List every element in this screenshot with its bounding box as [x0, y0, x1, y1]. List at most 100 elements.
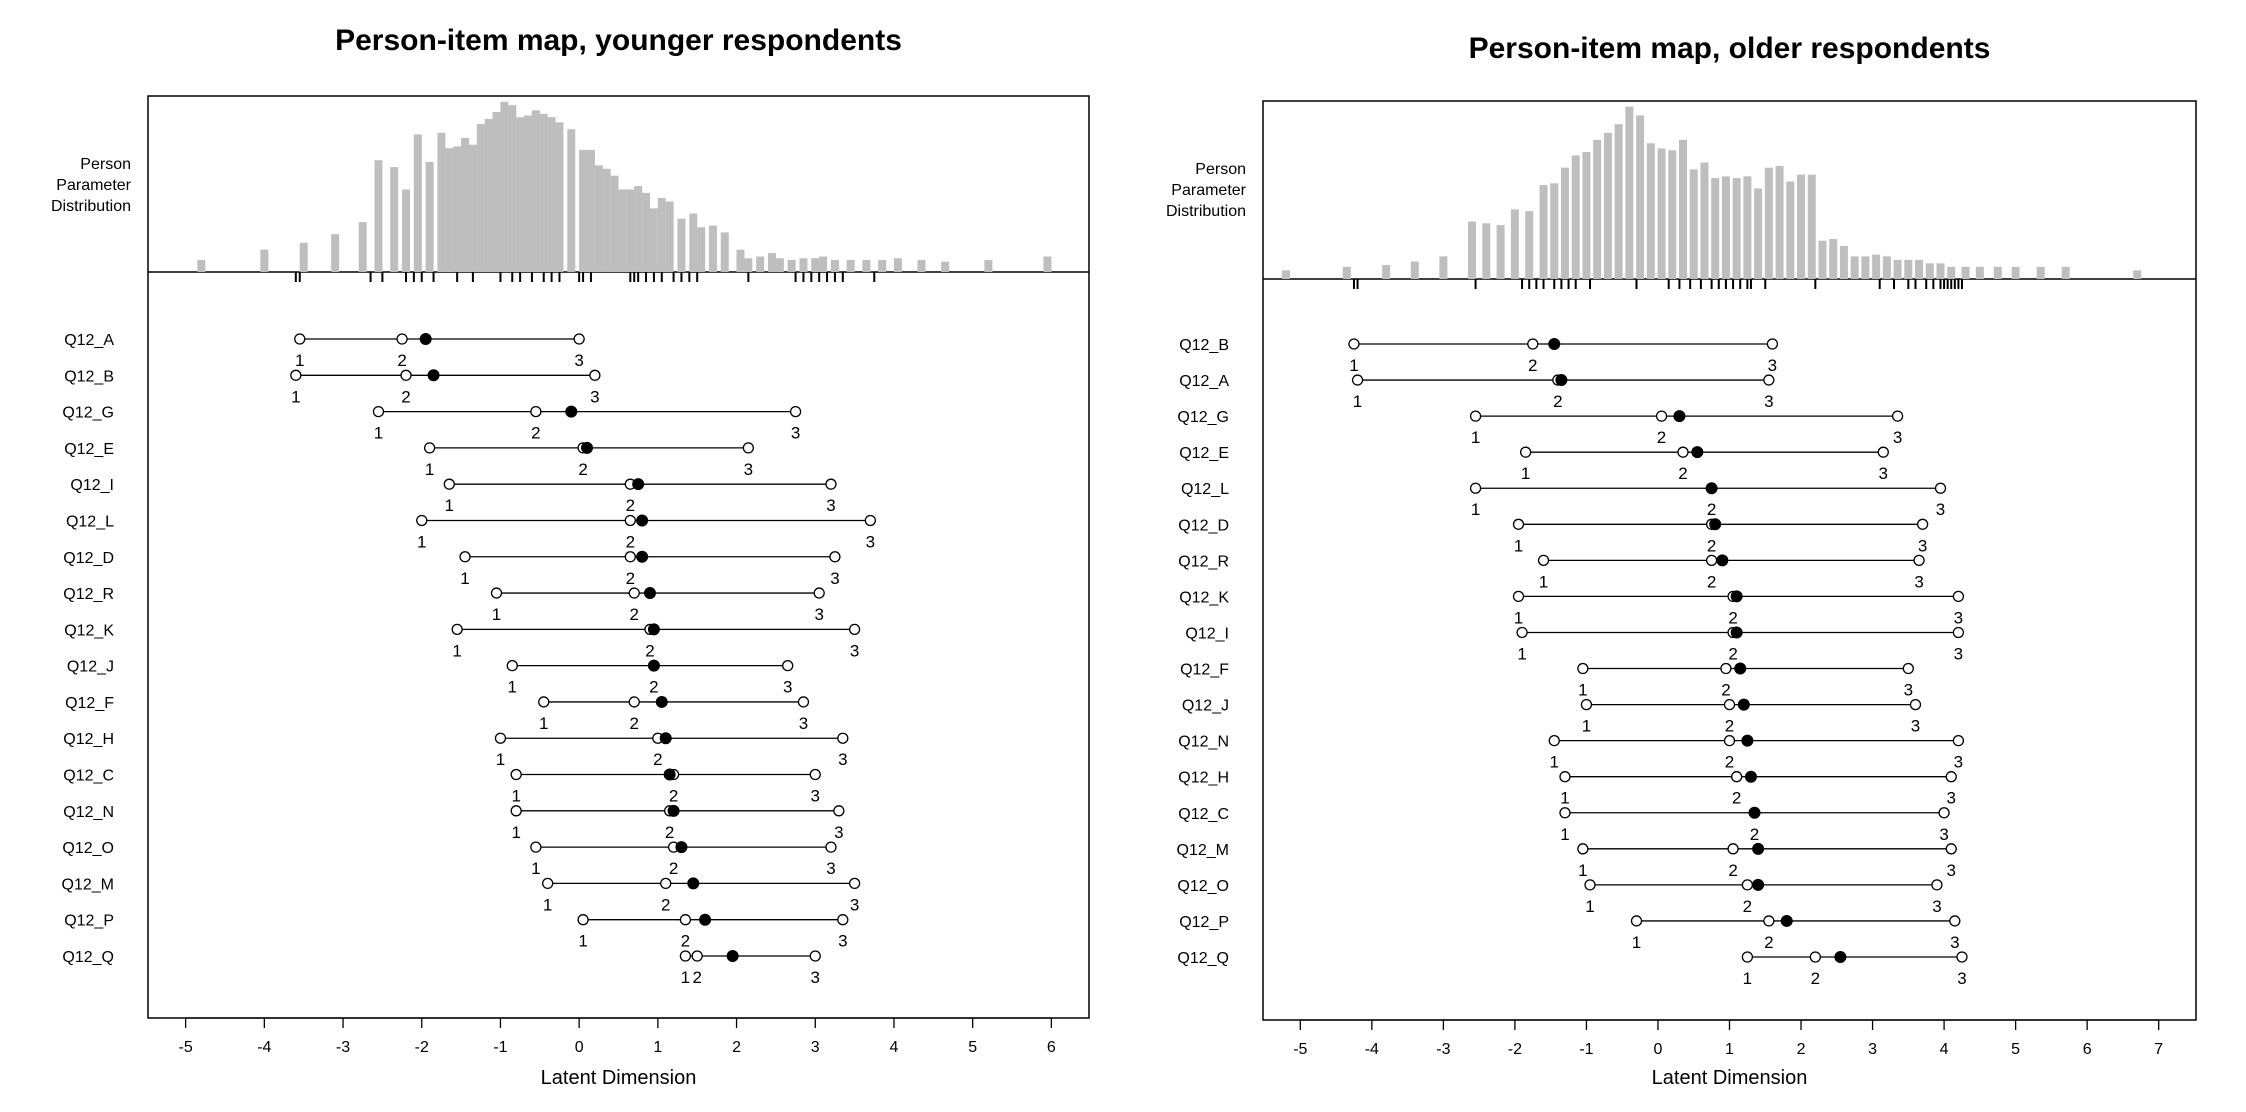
histogram-bar — [508, 105, 517, 272]
histogram-bar — [1947, 266, 1956, 279]
threshold-point — [813, 587, 825, 599]
x-tick-label: 5 — [2011, 1041, 2020, 1058]
item-location-point — [1709, 518, 1722, 531]
threshold-point — [1559, 807, 1571, 819]
dist-label-line: Parameter — [56, 177, 131, 194]
histogram-bar — [811, 258, 820, 272]
threshold-point — [589, 369, 601, 381]
threshold-point — [1763, 915, 1775, 927]
threshold-point — [809, 950, 821, 962]
histogram-bar — [689, 213, 698, 272]
item-label: Q12_K — [64, 622, 114, 639]
threshold-point — [542, 877, 554, 890]
item-label: Q12_I — [70, 477, 114, 494]
threshold-label: 2 — [669, 787, 678, 806]
item-location-point — [1737, 698, 1750, 711]
threshold-point — [1909, 698, 1922, 711]
threshold-label: 3 — [811, 787, 820, 806]
histogram-bar — [413, 134, 422, 272]
histogram-bar — [1839, 245, 1848, 279]
item-label: Q12_P — [64, 913, 114, 930]
item-location-point — [1730, 626, 1743, 639]
threshold-point — [1902, 662, 1914, 675]
histogram-bar — [1711, 178, 1720, 279]
threshold-label: 1 — [543, 895, 552, 914]
histogram-bar — [1550, 183, 1559, 279]
histogram-bar — [1993, 266, 2002, 279]
threshold-label: 2 — [681, 932, 690, 951]
histogram-bar — [1560, 167, 1569, 279]
threshold-point — [573, 333, 585, 345]
histogram-bar — [1410, 261, 1419, 279]
histogram-bar — [787, 259, 796, 272]
threshold-point — [400, 369, 412, 381]
threshold-point — [679, 914, 692, 926]
threshold-label: 1 — [1349, 356, 1358, 375]
threshold-point — [1720, 662, 1732, 675]
x-tick-label: -4 — [257, 1039, 271, 1056]
threshold-point — [1559, 771, 1571, 783]
threshold-point — [837, 732, 849, 744]
x-tick-label: 4 — [890, 1039, 899, 1056]
item-location-point — [1705, 482, 1718, 495]
threshold-label: 3 — [834, 823, 843, 842]
histogram-bar — [1807, 174, 1816, 279]
chart-panel-younger: Person-item map, younger respondents Pers… — [51, 24, 1090, 1089]
threshold-label: 1 — [681, 968, 690, 987]
item-location-point — [1555, 374, 1568, 387]
histogram-bar — [830, 259, 839, 272]
threshold-label: 1 — [460, 569, 469, 588]
threshold-point — [742, 442, 755, 454]
threshold-label: 2 — [1528, 356, 1537, 375]
histogram-bar — [756, 256, 765, 272]
threshold-point — [372, 405, 385, 418]
histogram-bar — [862, 259, 871, 272]
x-tick-label: 3 — [1868, 1041, 1877, 1058]
histogram-bar — [1700, 162, 1709, 279]
chart-title: Person-item map, older respondents — [1469, 32, 1991, 65]
histogram-bar — [649, 208, 658, 272]
threshold-label: 1 — [1578, 861, 1587, 880]
threshold-label: 1 — [511, 787, 520, 806]
threshold-point — [423, 442, 436, 454]
histogram-bar — [1925, 263, 1934, 279]
x-tick-label: 2 — [1797, 1041, 1806, 1058]
histogram-bar — [2011, 266, 2020, 279]
threshold-label: 2 — [649, 678, 658, 697]
threshold-point — [628, 587, 640, 599]
threshold-label: 1 — [578, 932, 587, 951]
threshold-label: 2 — [645, 641, 654, 660]
item-location-point — [1548, 338, 1561, 350]
threshold-label: 1 — [496, 750, 505, 769]
threshold-label: 1 — [452, 641, 461, 660]
item-label: Q12_M — [1177, 842, 1229, 859]
threshold-point — [782, 659, 794, 672]
threshold-point — [660, 877, 672, 890]
threshold-point — [1945, 843, 1957, 855]
threshold-label: 3 — [814, 605, 823, 624]
item-label: Q12_O — [62, 840, 114, 857]
item-label: Q12_A — [64, 332, 114, 349]
threshold-point — [825, 478, 837, 490]
x-tick-label: 0 — [575, 1039, 584, 1056]
dist-label-line: Person — [80, 156, 131, 173]
item-location-point — [1734, 662, 1747, 675]
threshold-label: 2 — [397, 351, 406, 370]
x-tick-label: 2 — [732, 1039, 741, 1056]
histogram-bar — [1679, 139, 1688, 279]
threshold-label: 1 — [295, 351, 304, 370]
threshold-label: 3 — [1914, 572, 1923, 591]
item-label: Q12_K — [1179, 589, 1229, 606]
threshold-point — [1630, 915, 1643, 927]
x-tick-label: -3 — [336, 1039, 350, 1056]
histogram-bar — [708, 225, 717, 272]
threshold-label: 3 — [1768, 356, 1777, 375]
histogram-bar — [1961, 266, 1970, 279]
histogram-bar — [893, 258, 902, 272]
histogram-bar — [2036, 266, 2045, 279]
item-label: Q12_B — [64, 368, 114, 385]
item-location-point — [726, 950, 739, 962]
histogram-bar — [197, 259, 206, 272]
threshold-point — [1677, 446, 1689, 458]
